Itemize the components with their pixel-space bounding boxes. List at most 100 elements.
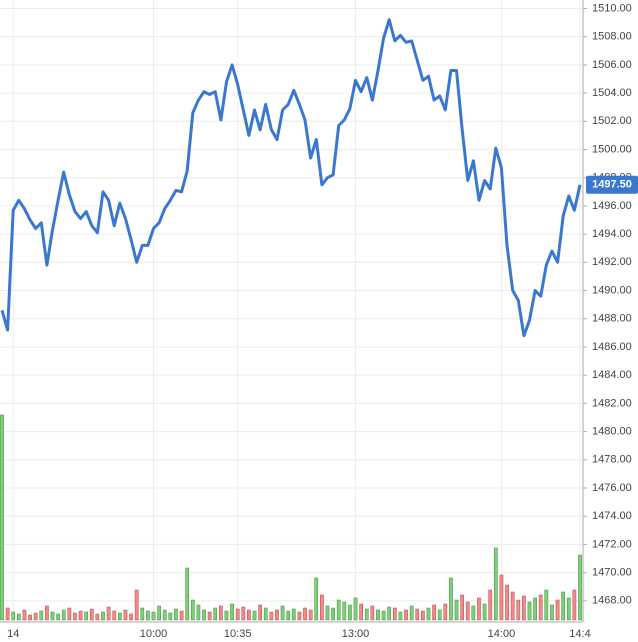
y-tick-label: 1492.00 bbox=[592, 256, 632, 268]
volume-bar bbox=[263, 607, 268, 621]
volume-bar bbox=[348, 604, 352, 621]
volume-bar bbox=[247, 609, 251, 621]
volume-bar bbox=[157, 605, 161, 621]
volume-bar bbox=[566, 597, 571, 621]
volume-bar bbox=[325, 605, 330, 621]
volume-bar bbox=[538, 594, 543, 621]
volume-bar bbox=[499, 574, 504, 621]
volume-bar bbox=[45, 605, 49, 621]
volume-bar bbox=[353, 597, 358, 621]
volume-bar bbox=[477, 597, 481, 621]
volume-bar bbox=[533, 597, 537, 621]
x-tick-label: 10:00 bbox=[140, 628, 168, 640]
volume-bar bbox=[95, 613, 100, 621]
volume-bar bbox=[516, 599, 521, 621]
volume-bar bbox=[185, 567, 190, 621]
volume-bar bbox=[16, 613, 21, 621]
volume-bar bbox=[28, 614, 32, 621]
volume-bar bbox=[174, 608, 178, 621]
volume-bar bbox=[269, 611, 274, 621]
volume-bar bbox=[140, 607, 145, 621]
volume-bar bbox=[314, 577, 319, 621]
y-tick-label: 1496.00 bbox=[592, 200, 632, 212]
volume-bar bbox=[101, 611, 105, 621]
volume-bar bbox=[286, 610, 291, 621]
volume-bar bbox=[308, 609, 313, 621]
volume-bar bbox=[421, 610, 425, 621]
volume-bar bbox=[89, 608, 94, 621]
volume-bar bbox=[112, 610, 117, 621]
volume-bar bbox=[168, 612, 173, 621]
y-tick-label: 1476.00 bbox=[592, 482, 632, 494]
volume-bar bbox=[303, 607, 307, 621]
volume-bar bbox=[230, 603, 234, 621]
y-tick-label: 1502.00 bbox=[592, 115, 632, 127]
volume-bar bbox=[56, 613, 60, 621]
volume-bar bbox=[5, 607, 10, 621]
volume-bar bbox=[392, 607, 397, 621]
volume-bar bbox=[280, 605, 285, 621]
volume-bar bbox=[437, 609, 442, 621]
volume-bar bbox=[370, 605, 375, 621]
volume-bar bbox=[106, 606, 111, 621]
volume-bar bbox=[320, 594, 324, 621]
x-tick-label: 10:35 bbox=[224, 628, 252, 640]
volume-bar bbox=[505, 584, 509, 621]
volume-bar bbox=[359, 603, 363, 621]
volume-bar bbox=[213, 607, 218, 621]
volume-bar bbox=[415, 608, 420, 621]
volume-bar bbox=[331, 607, 335, 621]
y-tick-label: 1508.00 bbox=[592, 31, 632, 43]
volume-bar bbox=[224, 610, 229, 621]
volume-bar bbox=[381, 610, 386, 621]
y-tick-label: 1510.00 bbox=[592, 2, 632, 14]
volume-bar bbox=[404, 609, 408, 621]
volume-bar bbox=[50, 611, 55, 621]
y-tick-label: 1488.00 bbox=[592, 313, 632, 325]
last-price-label: 1497.50 bbox=[592, 179, 632, 191]
volume-bar bbox=[73, 612, 77, 621]
volume-bar bbox=[235, 608, 240, 621]
y-tick-label: 1482.00 bbox=[592, 397, 632, 409]
volume-bar bbox=[578, 554, 582, 621]
volume-bar bbox=[409, 605, 414, 621]
volume-bar bbox=[11, 611, 16, 621]
volume-bar bbox=[207, 611, 212, 621]
volume-bar bbox=[78, 610, 83, 621]
volume-bar bbox=[297, 611, 302, 621]
volume-bar bbox=[123, 609, 128, 621]
volume-bar bbox=[443, 603, 448, 621]
volume-bar bbox=[555, 599, 560, 621]
volume-bar bbox=[572, 589, 577, 621]
last-price-badge bbox=[586, 175, 638, 194]
volume-bar bbox=[162, 609, 167, 621]
volume-bar bbox=[449, 577, 453, 621]
volume-bar bbox=[471, 605, 476, 621]
volume-bar bbox=[376, 609, 380, 621]
y-tick-label: 1480.00 bbox=[592, 425, 632, 437]
volume-bar bbox=[493, 547, 498, 621]
volume-bar bbox=[550, 604, 554, 621]
volume-bar bbox=[151, 611, 156, 621]
volume-bar bbox=[291, 608, 296, 621]
y-tick-label: 1494.00 bbox=[592, 228, 632, 240]
volume-bar bbox=[33, 612, 38, 621]
volume-bar bbox=[241, 606, 246, 621]
volume-bar bbox=[219, 605, 223, 621]
volume-bar bbox=[387, 606, 392, 621]
y-tick-label: 1506.00 bbox=[592, 59, 632, 71]
volume-bar bbox=[510, 591, 515, 621]
volume-bar bbox=[561, 591, 566, 621]
volume-bar bbox=[67, 607, 72, 621]
y-tick-label: 1484.00 bbox=[592, 369, 632, 381]
volume-bar bbox=[202, 609, 206, 621]
volume-bar bbox=[84, 611, 89, 621]
volume-bar bbox=[39, 610, 44, 621]
x-tick-label: 14 bbox=[7, 628, 19, 640]
x-tick-label: 13:00 bbox=[342, 628, 370, 640]
volume-bar bbox=[117, 612, 122, 621]
y-tick-label: 1478.00 bbox=[592, 454, 632, 466]
volume-bar bbox=[179, 610, 184, 621]
